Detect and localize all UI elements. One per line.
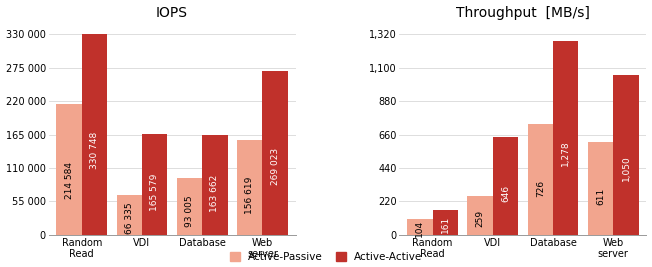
- Text: 163 662: 163 662: [211, 175, 219, 212]
- Text: 93 005: 93 005: [185, 195, 194, 227]
- Title: Throughput  [MB/s]: Throughput [MB/s]: [456, 6, 590, 19]
- Legend: Active-Passive, Active-Active: Active-Passive, Active-Active: [230, 252, 422, 262]
- Bar: [57, 104, 82, 235]
- Text: 726: 726: [536, 180, 545, 197]
- Bar: [527, 124, 553, 235]
- Bar: [614, 75, 638, 235]
- Bar: [493, 137, 518, 235]
- Bar: [202, 135, 228, 235]
- Bar: [142, 134, 168, 235]
- Text: 1,050: 1,050: [621, 155, 630, 181]
- Text: 156 619: 156 619: [245, 176, 254, 214]
- Text: 104: 104: [415, 220, 424, 237]
- Bar: [432, 210, 458, 235]
- Text: 269 023: 269 023: [271, 148, 280, 185]
- Bar: [117, 195, 142, 235]
- Text: 611: 611: [596, 187, 605, 205]
- Text: 646: 646: [501, 185, 510, 202]
- Text: 259: 259: [476, 210, 484, 227]
- Text: 161: 161: [441, 216, 450, 233]
- Bar: [237, 140, 263, 235]
- Bar: [467, 195, 493, 235]
- Bar: [82, 34, 107, 235]
- Text: 1,278: 1,278: [561, 140, 570, 166]
- Text: 165 579: 165 579: [150, 174, 159, 211]
- Bar: [177, 178, 202, 235]
- Text: 66 335: 66 335: [125, 202, 134, 234]
- Text: 214 584: 214 584: [65, 162, 74, 199]
- Bar: [263, 71, 288, 235]
- Bar: [553, 41, 578, 235]
- Bar: [408, 219, 432, 235]
- Title: IOPS: IOPS: [156, 6, 188, 19]
- Bar: [588, 142, 614, 235]
- Text: 330 748: 330 748: [90, 132, 99, 169]
